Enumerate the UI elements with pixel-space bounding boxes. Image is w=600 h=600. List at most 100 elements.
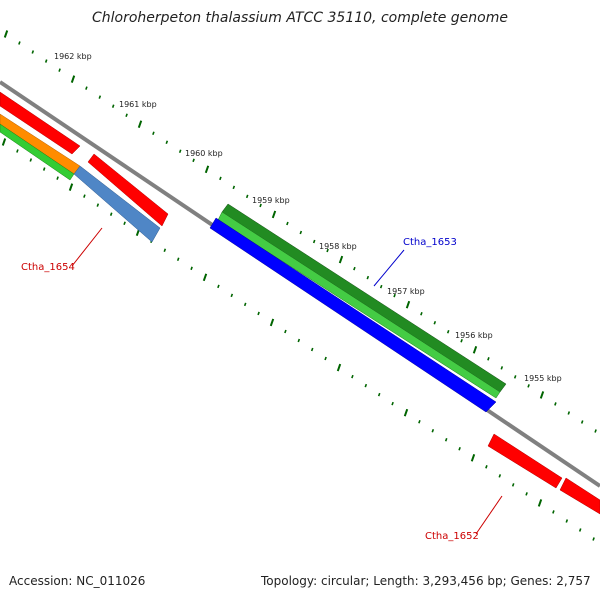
tick-mark [326, 248, 329, 253]
tick-mark [594, 429, 597, 433]
tick-mark [418, 419, 421, 424]
tick-mark [366, 275, 370, 280]
tick-mark [338, 255, 344, 264]
cds-blue [209, 217, 497, 413]
tick-mark [470, 453, 476, 462]
tick-mark [537, 499, 543, 507]
tick-mark [433, 320, 437, 325]
tick-mark [178, 149, 182, 154]
tick-mark [70, 75, 76, 83]
tick-mark [202, 273, 208, 282]
accession-text: Accession: NC_011026 [9, 574, 146, 588]
tick-mark [297, 338, 301, 343]
tick-label-1962: 1962 kbp [54, 52, 92, 61]
leader-ctha1652 [475, 495, 503, 535]
tick-mark [391, 401, 394, 406]
tick-mark [245, 194, 249, 199]
tick-mark [190, 266, 193, 271]
tick-mark [259, 203, 262, 208]
tick-mark [552, 510, 555, 514]
tick-mark [217, 284, 220, 289]
tick-mark [513, 375, 517, 379]
tick-label-1957: 1957 kbp [387, 287, 425, 296]
tick-mark [393, 293, 396, 298]
tick-mark [500, 366, 504, 370]
tick-mark [353, 266, 356, 271]
cds-lime-left [0, 123, 75, 181]
cds-lightgreen [217, 211, 501, 399]
cds-steelblue-left [73, 165, 161, 243]
tick-mark [511, 483, 515, 487]
tick-mark [192, 158, 195, 163]
tick-mark [485, 465, 488, 469]
tick-label-1958: 1958 kbp [319, 242, 357, 251]
tick-mark [257, 311, 260, 316]
inner-tick-ring [1, 138, 595, 541]
cds-red-ctha1654 [87, 153, 169, 227]
tick-mark [58, 68, 61, 72]
tick-mark [444, 437, 448, 442]
tick-mark [85, 86, 88, 90]
tick-mark [324, 356, 327, 361]
tick-mark [1, 138, 7, 146]
tick-mark [592, 537, 595, 541]
cds-red-left [0, 91, 81, 155]
tick-mark [565, 519, 569, 523]
cds-red-ctha1652 [487, 433, 563, 489]
tick-mark [379, 284, 383, 289]
tick-mark [176, 257, 180, 262]
tick-mark [165, 140, 169, 145]
leader-ctha1653 [373, 249, 405, 287]
tick-mark [111, 104, 115, 108]
tick-label-1956: 1956 kbp [455, 331, 493, 340]
tick-mark [83, 194, 86, 198]
tick-mark [472, 345, 478, 354]
tick-mark [377, 392, 381, 397]
tick-mark [18, 41, 21, 45]
outer-tick-ring [3, 30, 597, 433]
tick-mark [403, 408, 409, 417]
cds-red-right-edge [559, 477, 600, 515]
tick-mark [230, 293, 234, 298]
leader-ctha1654 [71, 227, 103, 267]
tick-mark [364, 383, 368, 388]
tick-mark [498, 474, 502, 478]
tick-mark [458, 447, 461, 451]
gene-label-ctha1653[interactable]: Ctha_1653 [403, 237, 457, 248]
tick-mark [68, 183, 74, 191]
tick-mark [123, 221, 126, 225]
tick-mark [163, 248, 167, 253]
tick-mark [243, 302, 247, 307]
tick-mark [204, 165, 210, 174]
map-title: Chloroherpeton thalassium ATCC 35110, co… [92, 10, 508, 26]
tick-mark [31, 50, 35, 54]
tick-mark [44, 59, 48, 63]
tick-label-1960: 1960 kbp [185, 149, 223, 158]
tick-mark [312, 239, 316, 244]
tick-mark [286, 221, 289, 226]
tick-mark [554, 402, 557, 406]
tick-mark [16, 149, 19, 153]
tick-mark [109, 212, 113, 216]
tick-mark [446, 329, 450, 334]
tick-mark [137, 120, 143, 129]
tick-mark [96, 203, 100, 207]
tick-mark [42, 167, 46, 171]
tick-mark [580, 420, 584, 424]
tick-mark [219, 176, 222, 181]
tick-mark [525, 492, 528, 496]
tick-mark [420, 311, 423, 316]
genome-summary: Topology: circular; Length: 3,293,456 bp… [261, 574, 591, 588]
tick-mark [310, 347, 314, 352]
gene-label-ctha1652[interactable]: Ctha_1652 [425, 531, 479, 542]
tick-label-1955: 1955 kbp [524, 374, 562, 383]
tick-mark [527, 384, 530, 388]
tick-mark [232, 185, 236, 190]
tick-mark [98, 95, 102, 99]
tick-mark [487, 357, 490, 361]
tick-mark [336, 363, 342, 372]
tick-mark [460, 339, 463, 343]
gene-label-ctha1654[interactable]: Ctha_1654 [21, 262, 75, 273]
tick-mark [299, 230, 303, 235]
